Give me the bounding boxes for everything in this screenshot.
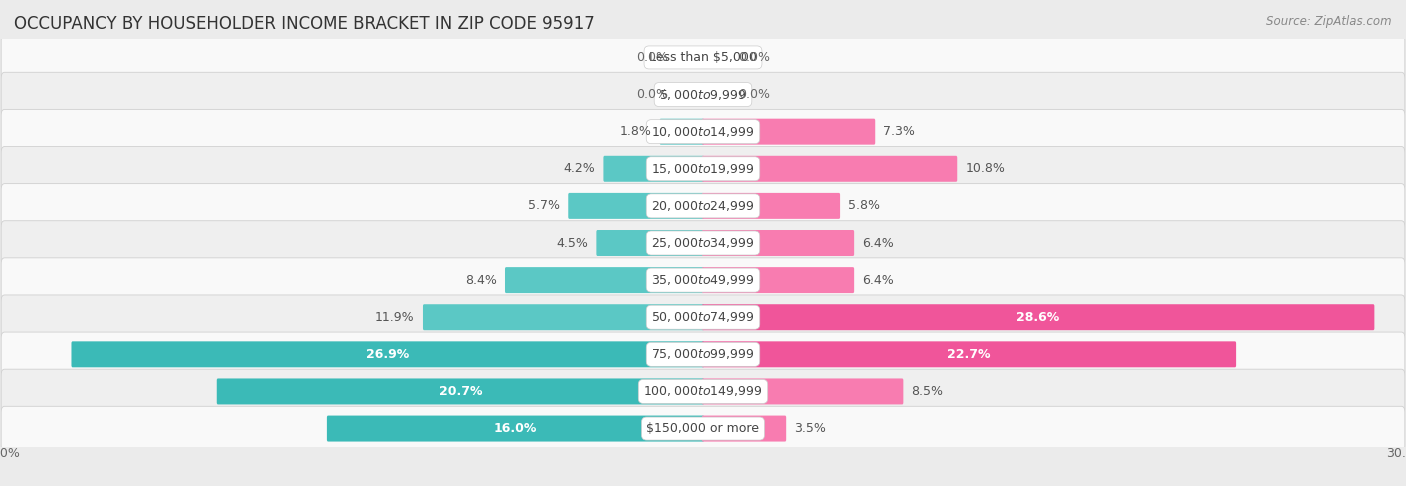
FancyBboxPatch shape: [702, 119, 875, 145]
FancyBboxPatch shape: [702, 267, 855, 293]
FancyBboxPatch shape: [72, 341, 704, 367]
Text: 22.7%: 22.7%: [948, 348, 991, 361]
FancyBboxPatch shape: [702, 341, 1236, 367]
Text: 10.8%: 10.8%: [966, 162, 1005, 175]
Text: 6.4%: 6.4%: [862, 274, 894, 287]
FancyBboxPatch shape: [1, 35, 1405, 80]
FancyBboxPatch shape: [1, 146, 1405, 191]
Text: OCCUPANCY BY HOUSEHOLDER INCOME BRACKET IN ZIP CODE 95917: OCCUPANCY BY HOUSEHOLDER INCOME BRACKET …: [14, 15, 595, 33]
FancyBboxPatch shape: [702, 193, 841, 219]
Text: $100,000 to $149,999: $100,000 to $149,999: [644, 384, 762, 399]
FancyBboxPatch shape: [1, 184, 1405, 228]
Text: 5.8%: 5.8%: [848, 199, 880, 212]
Text: 8.4%: 8.4%: [465, 274, 496, 287]
Text: 6.4%: 6.4%: [862, 237, 894, 249]
Text: Less than $5,000: Less than $5,000: [650, 51, 756, 64]
Text: $150,000 or more: $150,000 or more: [647, 422, 759, 435]
FancyBboxPatch shape: [568, 193, 704, 219]
FancyBboxPatch shape: [505, 267, 704, 293]
Text: 1.8%: 1.8%: [620, 125, 651, 138]
Text: 0.0%: 0.0%: [636, 88, 668, 101]
Text: $10,000 to $14,999: $10,000 to $14,999: [651, 125, 755, 139]
Text: 26.9%: 26.9%: [366, 348, 409, 361]
FancyBboxPatch shape: [702, 379, 904, 404]
Text: $5,000 to $9,999: $5,000 to $9,999: [659, 87, 747, 102]
Text: 4.2%: 4.2%: [564, 162, 595, 175]
Text: 7.3%: 7.3%: [883, 125, 915, 138]
Text: 30.0%: 30.0%: [1386, 447, 1406, 460]
Text: 0.0%: 0.0%: [738, 51, 770, 64]
Text: 5.7%: 5.7%: [529, 199, 560, 212]
Text: 8.5%: 8.5%: [911, 385, 943, 398]
FancyBboxPatch shape: [1, 295, 1405, 340]
Text: $35,000 to $49,999: $35,000 to $49,999: [651, 273, 755, 287]
Text: 4.5%: 4.5%: [557, 237, 588, 249]
Text: $75,000 to $99,999: $75,000 to $99,999: [651, 347, 755, 361]
FancyBboxPatch shape: [596, 230, 704, 256]
Text: 3.5%: 3.5%: [794, 422, 827, 435]
FancyBboxPatch shape: [1, 109, 1405, 154]
Text: 0.0%: 0.0%: [636, 51, 668, 64]
FancyBboxPatch shape: [1, 332, 1405, 377]
FancyBboxPatch shape: [423, 304, 704, 330]
FancyBboxPatch shape: [326, 416, 704, 442]
FancyBboxPatch shape: [659, 119, 704, 145]
Text: 30.0%: 30.0%: [0, 447, 20, 460]
Text: $50,000 to $74,999: $50,000 to $74,999: [651, 310, 755, 324]
FancyBboxPatch shape: [702, 304, 1375, 330]
FancyBboxPatch shape: [1, 406, 1405, 451]
FancyBboxPatch shape: [702, 416, 786, 442]
Text: Source: ZipAtlas.com: Source: ZipAtlas.com: [1267, 15, 1392, 28]
Text: $20,000 to $24,999: $20,000 to $24,999: [651, 199, 755, 213]
Text: $15,000 to $19,999: $15,000 to $19,999: [651, 162, 755, 176]
Text: 20.7%: 20.7%: [439, 385, 482, 398]
FancyBboxPatch shape: [1, 369, 1405, 414]
FancyBboxPatch shape: [702, 230, 855, 256]
FancyBboxPatch shape: [702, 156, 957, 182]
FancyBboxPatch shape: [1, 258, 1405, 302]
FancyBboxPatch shape: [1, 221, 1405, 265]
Text: $25,000 to $34,999: $25,000 to $34,999: [651, 236, 755, 250]
Text: 0.0%: 0.0%: [738, 88, 770, 101]
FancyBboxPatch shape: [1, 72, 1405, 117]
Text: 28.6%: 28.6%: [1017, 311, 1060, 324]
Text: 16.0%: 16.0%: [494, 422, 537, 435]
FancyBboxPatch shape: [603, 156, 704, 182]
FancyBboxPatch shape: [217, 379, 704, 404]
Text: 11.9%: 11.9%: [375, 311, 415, 324]
